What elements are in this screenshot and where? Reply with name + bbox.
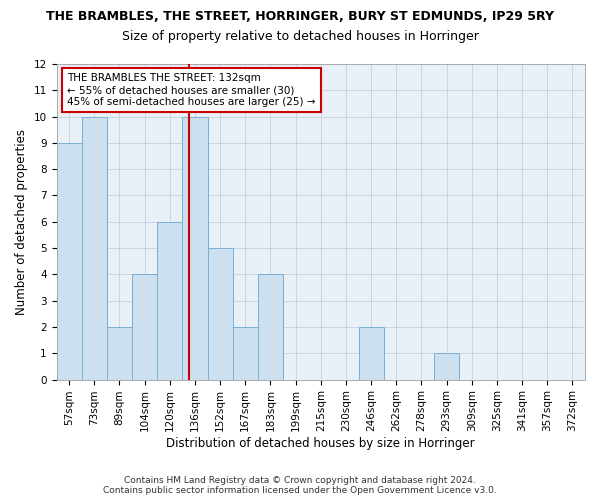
Bar xyxy=(157,222,182,380)
Bar xyxy=(107,327,132,380)
Bar xyxy=(56,143,82,380)
Text: Size of property relative to detached houses in Horringer: Size of property relative to detached ho… xyxy=(122,30,478,43)
Bar xyxy=(359,327,383,380)
Y-axis label: Number of detached properties: Number of detached properties xyxy=(15,129,28,315)
Bar xyxy=(132,274,157,380)
Bar xyxy=(258,274,283,380)
Bar xyxy=(434,354,459,380)
Text: Contains HM Land Registry data © Crown copyright and database right 2024.
Contai: Contains HM Land Registry data © Crown c… xyxy=(103,476,497,495)
Bar xyxy=(233,327,258,380)
Bar xyxy=(182,116,208,380)
Bar xyxy=(82,116,107,380)
Text: THE BRAMBLES THE STREET: 132sqm
← 55% of detached houses are smaller (30)
45% of: THE BRAMBLES THE STREET: 132sqm ← 55% of… xyxy=(67,74,316,106)
X-axis label: Distribution of detached houses by size in Horringer: Distribution of detached houses by size … xyxy=(166,437,475,450)
Bar xyxy=(208,248,233,380)
Text: THE BRAMBLES, THE STREET, HORRINGER, BURY ST EDMUNDS, IP29 5RY: THE BRAMBLES, THE STREET, HORRINGER, BUR… xyxy=(46,10,554,23)
